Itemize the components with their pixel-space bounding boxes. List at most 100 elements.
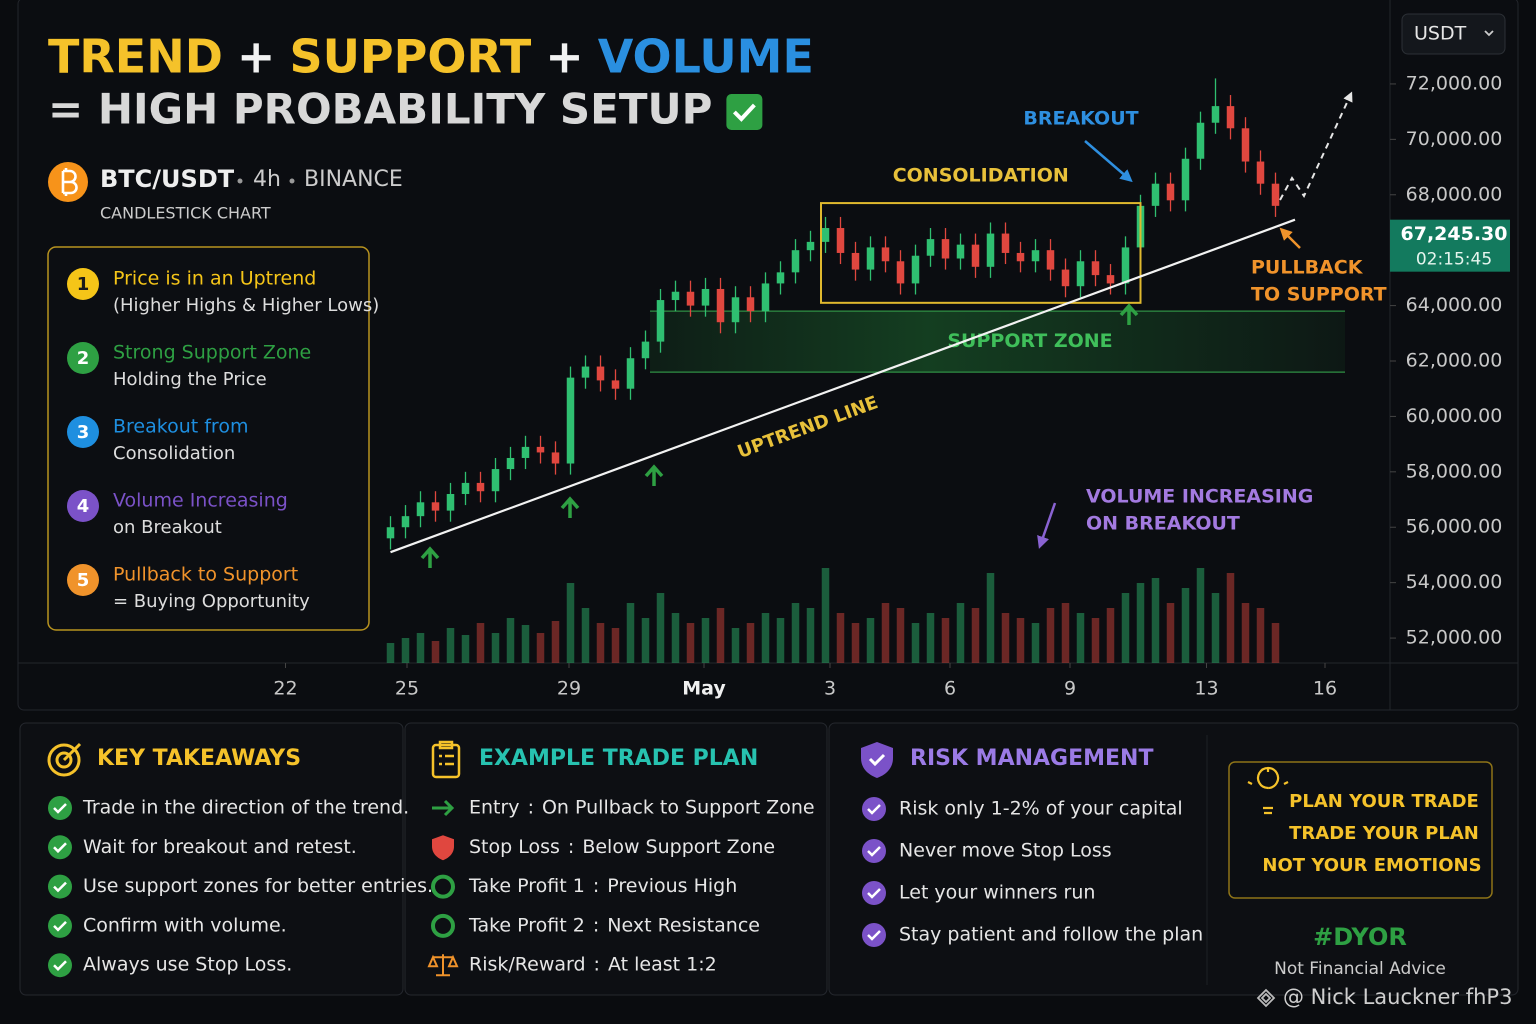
annotation-arrow	[1279, 227, 1301, 249]
volume-bar	[956, 603, 965, 663]
volume-bar	[971, 608, 980, 663]
volume-bar	[1136, 583, 1145, 663]
step-detail: Consolidation	[113, 443, 235, 464]
title-line-1: TREND + SUPPORT + VOLUME	[48, 30, 814, 84]
volume-bar	[1256, 608, 1265, 663]
check-icon	[53, 803, 67, 814]
candle-body	[866, 247, 875, 270]
volume-bar	[521, 625, 530, 663]
plan-label: Stop Loss	[469, 836, 560, 858]
risk-item: Risk only 1-2% of your capital	[899, 798, 1183, 820]
volume-bar	[581, 608, 590, 663]
title-part: SUPPORT	[289, 30, 531, 84]
candle-body	[731, 297, 740, 323]
volume-bar	[851, 623, 860, 663]
annotation: ON BREAKOUT	[1086, 513, 1240, 535]
candle-body	[581, 366, 590, 378]
plan-icon	[427, 954, 459, 977]
volume-bar	[1226, 573, 1235, 663]
y-tick-label: 64,000.00	[1406, 294, 1503, 316]
step-badge	[67, 490, 99, 522]
candle-body	[1151, 183, 1160, 206]
clipboard-icon	[438, 740, 454, 766]
candle-body	[1181, 158, 1190, 201]
candle-body	[1001, 233, 1010, 253]
volume-bar	[1031, 623, 1040, 663]
plan-value: Below Support Zone	[582, 836, 775, 858]
candle-body	[926, 239, 935, 256]
check-icon	[48, 796, 72, 820]
candle-body	[851, 252, 860, 270]
countdown: 02:15:45	[1416, 250, 1492, 270]
check-icon	[867, 804, 881, 815]
y-tick-label: 58,000.00	[1406, 460, 1503, 482]
target-icon	[55, 751, 73, 769]
step-badge	[67, 416, 99, 448]
candle-body	[1076, 261, 1085, 287]
volume-bar	[596, 623, 605, 663]
step-title: Breakout from	[113, 416, 248, 438]
plan-icon	[432, 835, 454, 861]
chart-kind: CANDLESTICK CHART	[100, 204, 271, 223]
x-tick-label: 16	[1313, 678, 1337, 700]
volume-bar	[836, 613, 845, 663]
volume-bar	[716, 608, 725, 663]
candle-body	[551, 452, 560, 464]
title-part: TREND	[48, 30, 223, 84]
candle-body	[941, 239, 950, 259]
volume-bar	[461, 635, 470, 663]
check-emoji	[726, 94, 763, 130]
watermark-icon	[1256, 988, 1276, 1008]
volume-bar	[566, 583, 575, 663]
volume-bar	[986, 573, 995, 663]
check-icon	[867, 846, 881, 857]
candle-body	[716, 288, 725, 323]
candle-body	[671, 291, 680, 301]
candle-body	[1166, 183, 1175, 201]
check-icon	[862, 839, 886, 863]
volume-bar	[551, 621, 560, 663]
volume-bar	[1091, 618, 1100, 663]
plan-label: Take Profit 1	[468, 875, 585, 897]
candle-body	[1241, 128, 1250, 162]
check-icon	[867, 930, 881, 941]
volume-bar	[506, 618, 515, 663]
plan-icon	[431, 874, 455, 899]
y-tick-label: 60,000.00	[1406, 405, 1503, 427]
candle-body	[446, 493, 455, 511]
step-number: 3	[77, 422, 90, 443]
currency-select[interactable]	[1401, 13, 1506, 55]
candle-body	[701, 288, 710, 306]
candle-body	[596, 366, 605, 381]
candle-body	[401, 516, 410, 528]
annotation-arrow	[1084, 140, 1133, 183]
candle-body	[746, 297, 755, 312]
checklist: 1 Price is in an Uptrend (Higher Highs & H…	[67, 268, 379, 612]
candle-body	[431, 502, 440, 511]
target-icon	[47, 743, 81, 777]
volume-bar	[641, 618, 650, 663]
check-icon	[48, 953, 72, 978]
risk-item: Let your winners run	[899, 882, 1095, 904]
candle-body	[386, 527, 395, 539]
chevron-icon	[1484, 30, 1494, 37]
check-icon	[53, 842, 67, 854]
bulb-icon	[1247, 766, 1289, 815]
step-title: Pullback to Support	[113, 564, 298, 586]
projection-arrow	[1279, 91, 1353, 201]
plan-separator: :	[594, 954, 600, 976]
volume-bar	[1046, 608, 1055, 663]
title-line-2: = HIGH PROBABILITY SETUP	[48, 85, 712, 134]
step-number: 5	[77, 570, 90, 591]
candle-body	[1091, 261, 1100, 276]
y-tick-label: 70,000.00	[1406, 128, 1503, 150]
dyor: #DYOR	[1313, 923, 1407, 951]
check-icon	[862, 881, 886, 905]
plan-icon	[431, 913, 455, 938]
plan-value: Previous High	[607, 875, 737, 897]
annotation-arrow	[1037, 502, 1057, 549]
takeaway: Always use Stop Loss.	[83, 954, 292, 976]
volume-bar	[431, 641, 440, 663]
candle-body	[566, 377, 575, 464]
